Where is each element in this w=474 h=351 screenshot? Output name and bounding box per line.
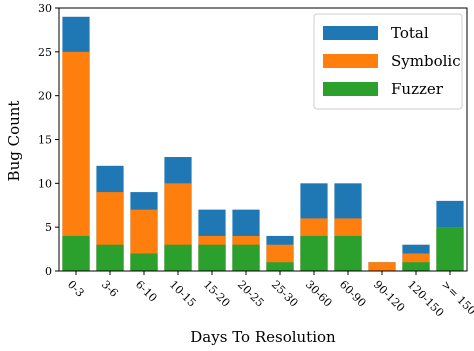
y-tick-label: 15 [38, 134, 52, 147]
bar-fuzzer-6 [266, 262, 294, 271]
legend-swatch-symbolic [323, 54, 378, 68]
x-tick-label: 60-90 [337, 278, 369, 310]
x-axis-title: Days To Resolution [190, 328, 336, 346]
bars-layer [62, 16, 464, 271]
bar-fuzzer-11 [436, 227, 464, 271]
y-tick-label: 5 [45, 221, 52, 234]
x-tick-label: 3-6 [99, 278, 121, 300]
legend-swatch-fuzzer [323, 82, 378, 96]
y-tick-label: 0 [45, 265, 52, 278]
legend-label-symbolic: Symbolic [391, 52, 461, 70]
bar-fuzzer-4 [198, 244, 226, 271]
x-tick-label: 6-10 [133, 278, 160, 305]
x-tick-label: 15-20 [201, 278, 233, 310]
x-tick-label: 90-120 [371, 278, 408, 315]
x-tick-label: 30-60 [303, 278, 335, 310]
x-tick-label: 10-15 [167, 278, 199, 310]
bar-fuzzer-1 [96, 244, 124, 271]
y-tick-label: 30 [38, 2, 52, 15]
legend-swatch-total [323, 26, 378, 40]
y-tick-label: 25 [38, 46, 52, 59]
y-tick-label: 20 [38, 90, 52, 103]
bar-fuzzer-10 [402, 262, 430, 271]
bar-fuzzer-7 [300, 235, 328, 271]
y-tick-label: 10 [38, 177, 52, 190]
bar-fuzzer-8 [334, 235, 362, 271]
bar-fuzzer-5 [232, 244, 260, 271]
legend: Total Symbolic Fuzzer [313, 13, 463, 110]
legend-label-total: Total [391, 24, 429, 42]
legend-label-fuzzer: Fuzzer [391, 80, 444, 98]
x-tick-label: 25-30 [269, 278, 301, 310]
bar-symbolic-0 [62, 51, 90, 271]
x-tick-label: 0-3 [65, 278, 87, 300]
bar-fuzzer-2 [130, 253, 158, 271]
bar-fuzzer-0 [62, 235, 90, 271]
x-tick-label: 20-25 [235, 278, 267, 310]
bar-fuzzer-3 [164, 244, 192, 271]
y-axis-title: Bug Count [5, 101, 23, 182]
bar-symbolic-9 [368, 262, 396, 271]
x-tick-label: 120-150 [405, 278, 447, 320]
